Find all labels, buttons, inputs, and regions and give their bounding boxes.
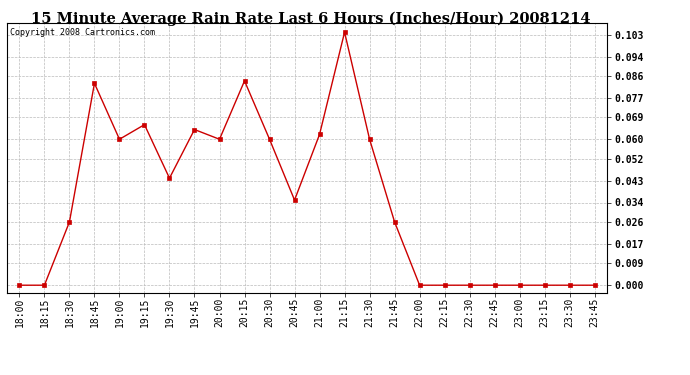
Text: 15 Minute Average Rain Rate Last 6 Hours (Inches/Hour) 20081214: 15 Minute Average Rain Rate Last 6 Hours… xyxy=(31,11,590,26)
Text: Copyright 2008 Cartronics.com: Copyright 2008 Cartronics.com xyxy=(10,28,155,37)
